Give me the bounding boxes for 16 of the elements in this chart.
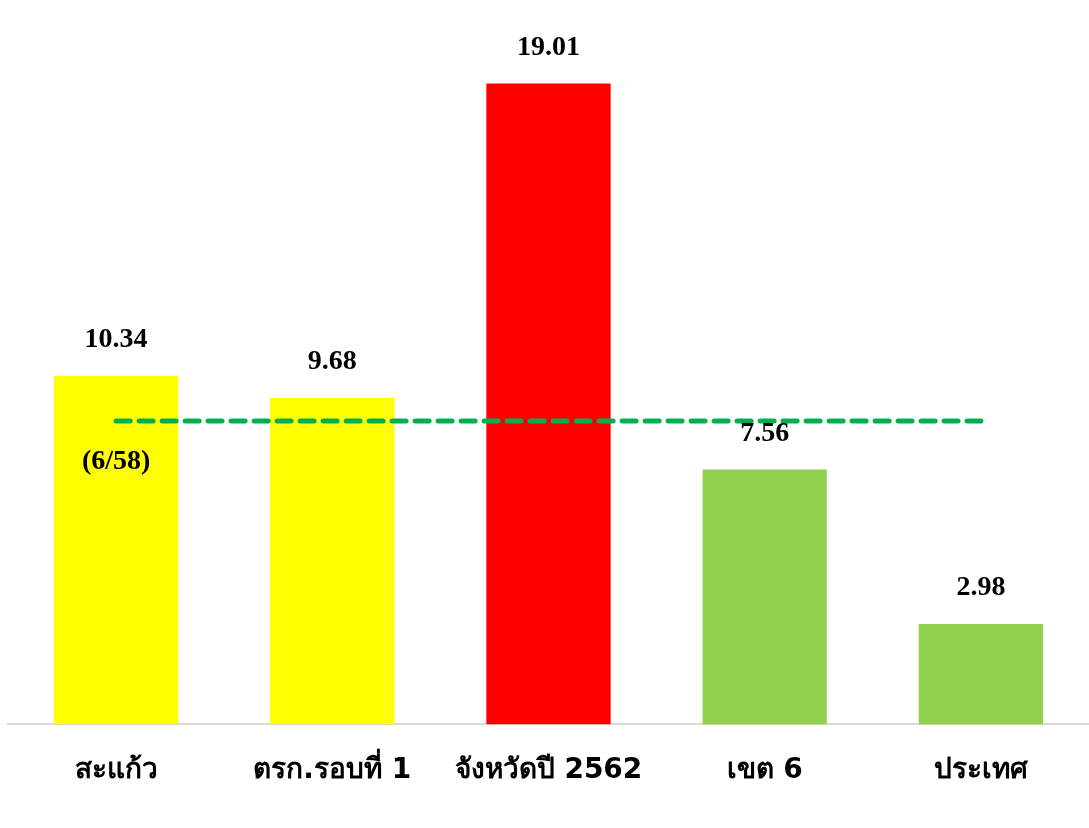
data-label: 19.01 xyxy=(517,29,580,61)
data-label: 2.98 xyxy=(956,570,1006,602)
x-tick-label: ตรก.รอบที่ 1 xyxy=(253,748,412,786)
bar xyxy=(486,83,611,725)
annotation: (6/58) xyxy=(81,443,151,475)
bar xyxy=(702,469,827,725)
data-label: 7.56 xyxy=(740,415,790,447)
x-tick-label: จังหวัดปี 2562 xyxy=(454,752,643,786)
x-tick-label: ประเทศ xyxy=(933,752,1029,786)
x-tick-label: สะแก้ว xyxy=(74,752,158,786)
bar xyxy=(918,623,1044,725)
data-label: 10.34 xyxy=(84,321,148,353)
data-label: 9.68 xyxy=(307,344,357,376)
bar xyxy=(53,375,179,725)
x-tick-label: เขต 6 xyxy=(726,752,803,786)
bar xyxy=(270,397,395,725)
